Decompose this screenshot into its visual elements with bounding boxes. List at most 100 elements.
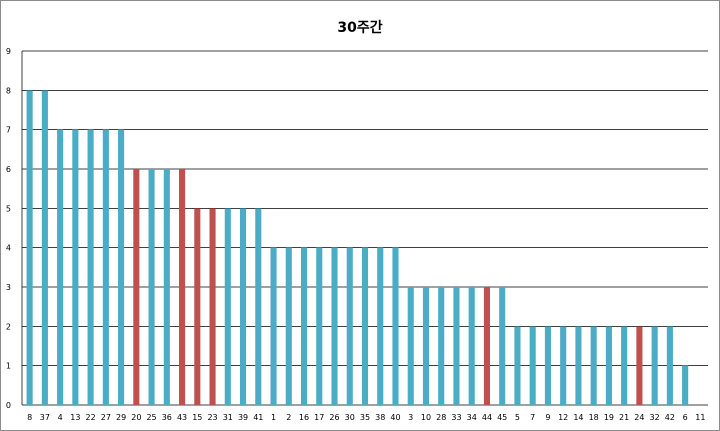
bar-37 <box>41 90 48 405</box>
x-tick-label: 3 <box>408 413 413 422</box>
bar-38 <box>377 247 384 405</box>
x-tick-label: 2 <box>286 413 291 422</box>
bar-41 <box>255 208 262 405</box>
x-tick-label: 7 <box>530 413 535 422</box>
x-tick-label: 4 <box>58 413 63 422</box>
bar-17 <box>316 247 323 405</box>
x-tick-label: 40 <box>390 413 400 422</box>
bar-18 <box>590 326 597 405</box>
bars <box>26 90 689 405</box>
bar-7 <box>529 326 536 405</box>
bar-12 <box>560 326 567 405</box>
x-tick-label: 22 <box>86 413 96 422</box>
bar-32 <box>651 326 658 405</box>
bar-43 <box>179 169 186 405</box>
x-tick-label: 31 <box>223 413 233 422</box>
x-tick-label: 9 <box>545 413 550 422</box>
y-tick-label: 4 <box>6 244 11 253</box>
y-tick-label: 8 <box>6 86 11 95</box>
x-tick-label: 11 <box>695 413 705 422</box>
bar-2 <box>285 247 292 405</box>
bar-9 <box>544 326 551 405</box>
bar-4 <box>57 129 64 405</box>
x-tick-label: 10 <box>421 413 431 422</box>
bar-10 <box>422 287 430 405</box>
bar-28 <box>438 287 445 405</box>
bar-19 <box>605 326 612 405</box>
bar-8 <box>26 90 33 405</box>
bar-44 <box>483 287 491 405</box>
x-tick-label: 5 <box>515 413 520 422</box>
bar-22 <box>87 129 94 405</box>
x-tick-label: 23 <box>207 413 217 422</box>
x-tick-label: 33 <box>451 413 461 422</box>
y-tick-label: 6 <box>6 165 11 174</box>
bar-6 <box>682 365 689 405</box>
x-tick-label: 45 <box>497 413 507 422</box>
x-tick-label: 28 <box>436 413 446 422</box>
x-tick-label: 21 <box>619 413 629 422</box>
x-tick-label: 32 <box>650 413 660 422</box>
bar-27 <box>102 129 109 405</box>
y-axis-ticks: 0 1 2 3 4 5 6 7 8 9 <box>6 47 11 410</box>
bar-13 <box>72 129 79 405</box>
x-tick-label: 8 <box>27 413 32 422</box>
x-tick-label: 24 <box>634 413 644 422</box>
bar-45 <box>499 287 506 405</box>
y-tick-label: 7 <box>6 126 11 135</box>
bar-26 <box>331 247 338 405</box>
bar-30 <box>346 247 353 405</box>
x-tick-label: 29 <box>116 413 126 422</box>
bar-21 <box>621 326 628 405</box>
x-tick-label: 39 <box>238 413 248 422</box>
x-tick-label: 25 <box>146 413 156 422</box>
bar-35 <box>361 247 369 405</box>
x-tick-label: 14 <box>573 413 583 422</box>
x-tick-label: 17 <box>314 413 324 422</box>
x-tick-label: 27 <box>101 413 111 422</box>
bar-5 <box>514 326 521 405</box>
x-tick-label: 1 <box>271 413 276 422</box>
x-tick-label: 34 <box>467 413 477 422</box>
x-tick-label: 42 <box>665 413 675 422</box>
bar-3 <box>407 287 414 405</box>
x-tick-label: 26 <box>329 413 339 422</box>
bar-34 <box>468 287 475 405</box>
bar-14 <box>575 326 582 405</box>
bar-23 <box>209 208 216 405</box>
chart-title: 30주간 <box>337 19 382 36</box>
bar-33 <box>453 287 460 405</box>
bar-20 <box>133 169 140 405</box>
x-tick-label: 44 <box>482 413 492 422</box>
y-tick-label: 0 <box>6 401 11 410</box>
x-tick-label: 36 <box>162 413 172 422</box>
y-tick-label: 3 <box>6 283 11 292</box>
bar-39 <box>239 208 247 405</box>
y-tick-label: 9 <box>6 47 11 56</box>
x-tick-label: 30 <box>345 413 355 422</box>
x-tick-label: 12 <box>558 413 568 422</box>
bar-36 <box>163 169 170 405</box>
bar-25 <box>148 169 155 405</box>
x-tick-label: 43 <box>177 413 187 422</box>
bar-1 <box>270 247 277 405</box>
y-tick-label: 1 <box>6 362 11 371</box>
bar-42 <box>666 326 673 405</box>
x-tick-label: 18 <box>589 413 599 422</box>
bar-31 <box>224 208 231 405</box>
bar-24 <box>636 326 643 405</box>
x-axis-ticks: 8 37 4 13 22 27 29 20 25 36 43 15 23 31 39 41 1 2 16 17 26 30… <box>27 413 705 422</box>
bar-15 <box>194 208 201 405</box>
x-tick-label: 13 <box>70 413 80 422</box>
x-tick-label: 41 <box>253 413 263 422</box>
x-tick-label: 38 <box>375 413 385 422</box>
x-tick-label: 19 <box>604 413 614 422</box>
bar-16 <box>300 247 308 405</box>
x-tick-label: 6 <box>683 413 688 422</box>
bar-40 <box>392 247 399 405</box>
y-tick-label: 2 <box>6 322 11 331</box>
x-tick-label: 20 <box>131 413 141 422</box>
x-tick-label: 16 <box>299 413 309 422</box>
x-tick-label: 37 <box>40 413 50 422</box>
